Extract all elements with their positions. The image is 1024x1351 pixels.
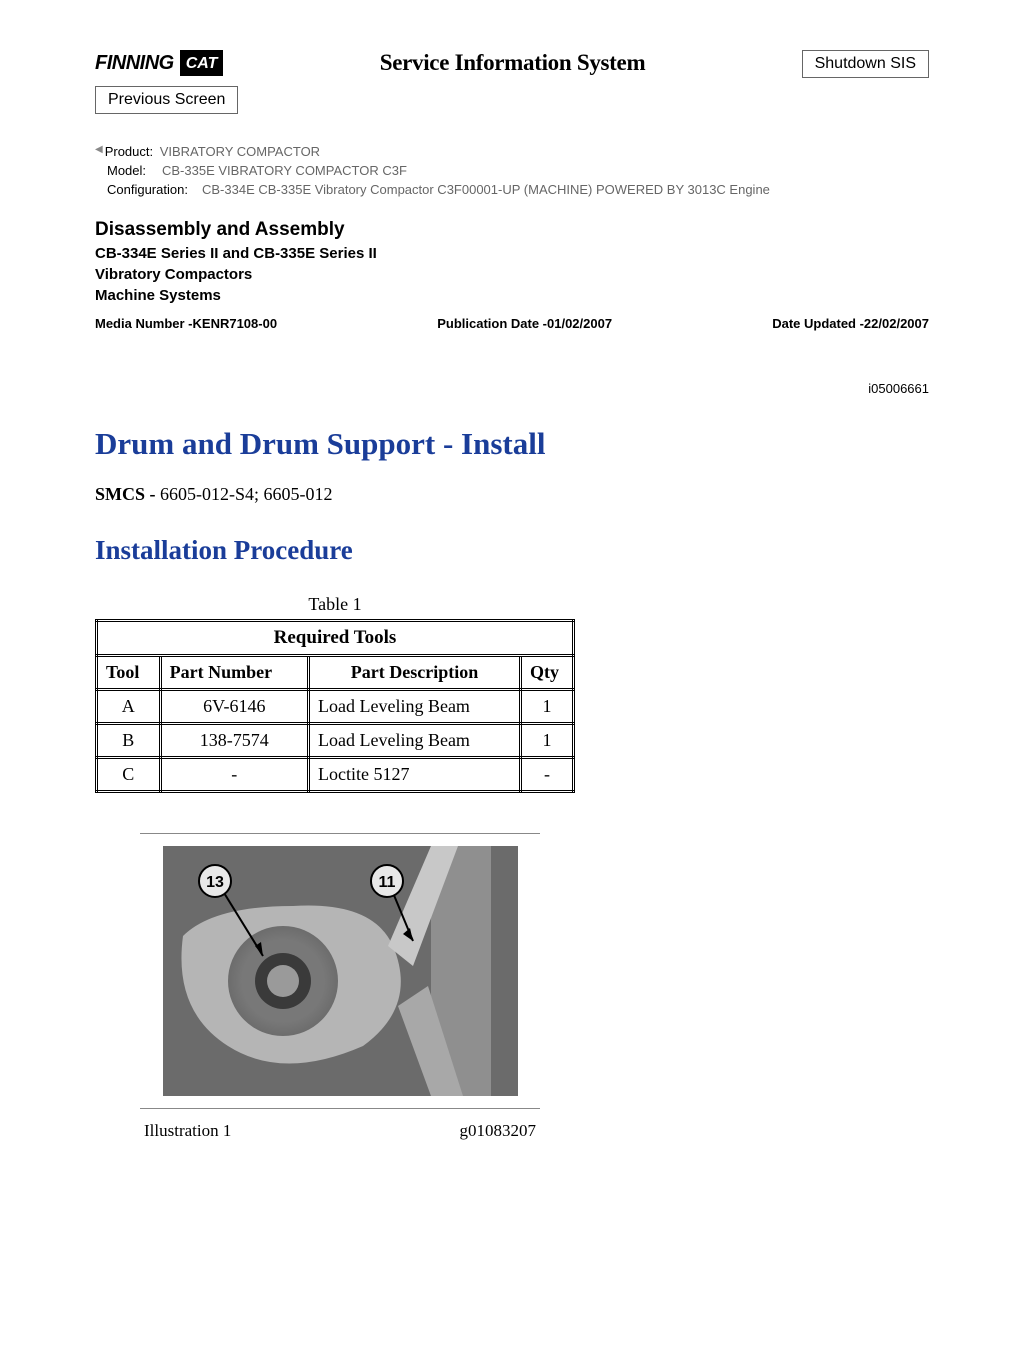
subsection: Machine Systems: [95, 285, 929, 306]
col-desc: Part Description: [308, 656, 520, 690]
illustration-caption: Illustration 1 g01083207: [140, 1121, 540, 1141]
config-value: CB-334E CB-335E Vibratory Compactor C3F0…: [202, 182, 770, 197]
table-row: B 138-7574 Load Leveling Beam 1: [97, 724, 574, 758]
illustration-image: 13 11: [163, 846, 518, 1096]
cell-desc: Load Leveling Beam: [308, 724, 520, 758]
cell-qty: 1: [520, 724, 573, 758]
callout-label-11: 11: [378, 874, 395, 891]
metadata-block: ◀ Product: VIBRATORY COMPACTOR Model: CB…: [95, 144, 929, 197]
product-line: Vibratory Compactors: [95, 264, 929, 285]
cell-tool: B: [97, 724, 161, 758]
divider: [140, 1108, 540, 1109]
smcs-line: SMCS - 6605-012-S4; 6605-012: [95, 484, 929, 505]
section-title: Disassembly and Assembly: [95, 219, 929, 241]
callout-label-13: 13: [206, 874, 224, 891]
cell-qty: -: [520, 758, 573, 792]
product-value: VIBRATORY COMPACTOR: [160, 144, 320, 159]
illustration-block: 13 11 Illustration 1 g01083207: [140, 833, 540, 1141]
logo-text: FINNING: [95, 52, 174, 75]
shutdown-button[interactable]: Shutdown SIS: [802, 50, 929, 78]
required-tools-table: Required Tools Tool Part Number Part Des…: [95, 619, 575, 793]
brand-logo: FINNING CAT: [95, 50, 223, 76]
date-updated: Date Updated -22/02/2007: [772, 316, 929, 331]
table-row: C - Loctite 5127 -: [97, 758, 574, 792]
product-label: Product:: [105, 144, 160, 159]
model-value: CB-335E VIBRATORY COMPACTOR C3F: [162, 163, 407, 178]
cell-partnum: 138-7574: [160, 724, 308, 758]
page-title: Drum and Drum Support - Install: [95, 426, 929, 462]
nav-row: Previous Screen: [95, 86, 929, 114]
document-header: Disassembly and Assembly CB-334E Series …: [95, 219, 929, 306]
series-line: CB-334E Series II and CB-335E Series II: [95, 243, 929, 264]
config-label: Configuration:: [107, 182, 202, 197]
illustration-label: Illustration 1: [144, 1121, 231, 1141]
dates-row: Media Number -KENR7108-00 Publication Da…: [95, 316, 929, 331]
illustration-ref: g01083207: [460, 1121, 537, 1141]
col-partnum: Part Number: [160, 656, 308, 690]
table-caption: Table 1: [95, 594, 575, 615]
cell-qty: 1: [520, 690, 573, 724]
media-number: Media Number -KENR7108-00: [95, 316, 277, 331]
back-arrow-icon: ◀: [95, 144, 103, 159]
model-label: Model:: [107, 163, 162, 178]
logo-box: CAT: [180, 50, 224, 76]
previous-screen-button[interactable]: Previous Screen: [95, 86, 238, 114]
document-id: i05006661: [95, 381, 929, 396]
cell-partnum: -: [160, 758, 308, 792]
system-title: Service Information System: [380, 50, 646, 76]
table-header-row: Tool Part Number Part Description Qty: [97, 656, 574, 690]
cell-tool: A: [97, 690, 161, 724]
cell-desc: Loctite 5127: [308, 758, 520, 792]
table-body: A 6V-6146 Load Leveling Beam 1 B 138-757…: [97, 690, 574, 792]
meta-product-row: ◀ Product: VIBRATORY COMPACTOR: [95, 144, 929, 159]
divider: [140, 833, 540, 834]
meta-config-row: Configuration: CB-334E CB-335E Vibratory…: [95, 182, 929, 197]
logo-left: FINNING CAT: [95, 50, 223, 76]
meta-model-row: Model: CB-335E VIBRATORY COMPACTOR C3F: [95, 163, 929, 178]
table-row: A 6V-6146 Load Leveling Beam 1: [97, 690, 574, 724]
illus-drum-hub: [267, 965, 299, 997]
header-bar: FINNING CAT Service Information System S…: [95, 50, 929, 78]
smcs-label: SMCS -: [95, 484, 156, 504]
col-tool: Tool: [97, 656, 161, 690]
cell-tool: C: [97, 758, 161, 792]
cell-desc: Load Leveling Beam: [308, 690, 520, 724]
publication-date: Publication Date -01/02/2007: [437, 316, 612, 331]
procedure-title: Installation Procedure: [95, 535, 929, 566]
smcs-value: 6605-012-S4; 6605-012: [156, 484, 333, 504]
table-title: Required Tools: [97, 621, 574, 656]
col-qty: Qty: [520, 656, 573, 690]
cell-partnum: 6V-6146: [160, 690, 308, 724]
